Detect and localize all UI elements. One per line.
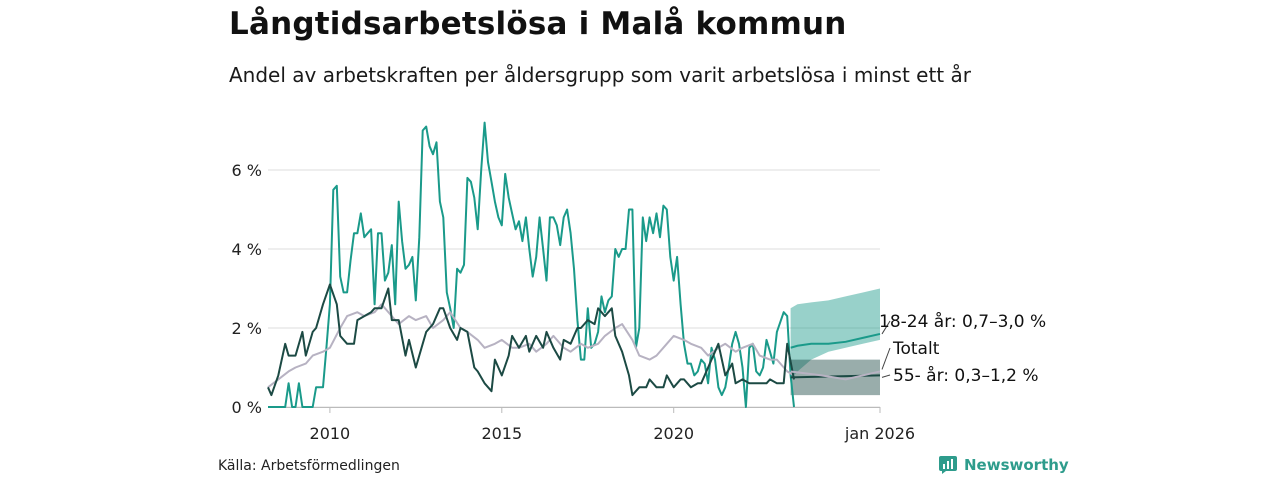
y-tick-label: 6 % [232,161,262,180]
forecast-band-18-24 [790,288,880,380]
end-label-connector [881,320,891,335]
brand-logo: Newsworthy [938,455,1069,475]
series-line-totalt [267,303,795,389]
x-tick-label: 2015 [481,424,522,443]
chart-subtitle: Andel av arbetskraften per åldersgrupp s… [229,63,971,87]
source-note: Källa: Arbetsförmedlingen [218,458,400,474]
y-tick-label: 4 % [232,240,262,259]
end-label-connector [881,374,891,378]
series-line-18-24 [268,121,795,408]
end-label-connector [881,347,891,370]
x-tick-label: jan 2026 [844,424,915,443]
x-tick-label: 2010 [310,424,351,443]
end-label: 18-24 år: 0,7–3,0 % [879,311,1046,332]
y-tick-label: 2 % [232,319,262,338]
y-tick-label: 0 % [232,398,262,417]
forecast-line-18-24 [790,332,881,349]
end-label: Totalt [892,339,940,359]
brand-name: Newsworthy [964,456,1069,474]
chart-title: Långtidsarbetslösa i Malå kommun [229,6,847,42]
x-tick-label: 2020 [653,424,694,443]
end-label: 55- år: 0,3–1,2 % [893,365,1039,386]
newsworthy-icon [939,456,957,474]
forecast-line-totalt [790,370,881,381]
series-line-55 [267,283,795,397]
